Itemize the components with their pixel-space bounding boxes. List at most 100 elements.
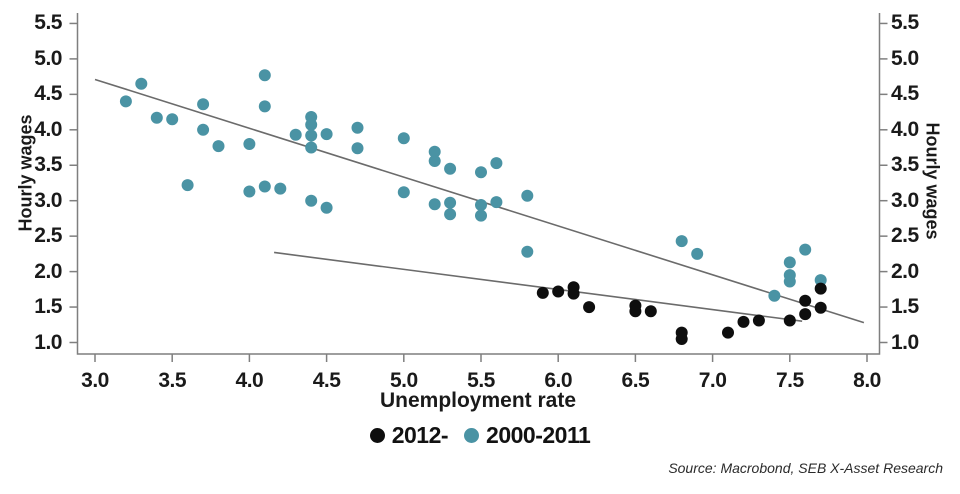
data-point-2012- <box>722 326 734 339</box>
legend-label: 2000-2011 <box>486 422 591 448</box>
y-tick-label-left: 4.5 <box>34 82 62 106</box>
y-tick-label-right: 5.0 <box>891 46 919 70</box>
data-point-2000-2011 <box>274 182 287 195</box>
legend-marker-icon <box>464 428 480 443</box>
data-point-2000-2011 <box>675 235 688 248</box>
data-point-2000-2011 <box>135 77 148 90</box>
y-tick-label-right: 1.0 <box>891 330 919 354</box>
y-tick-label-right: 4.5 <box>891 82 919 106</box>
x-tick-label: 7.5 <box>775 369 804 392</box>
data-point-2000-2011 <box>783 275 796 288</box>
trendline-2012- <box>274 251 803 323</box>
data-point-2000-2011 <box>428 198 441 211</box>
data-point-2000-2011 <box>181 179 194 192</box>
y-tick-label-left: 5.5 <box>34 11 62 35</box>
data-point-2000-2011 <box>258 69 271 82</box>
data-point-2012- <box>799 308 812 321</box>
data-point-2012- <box>799 294 812 307</box>
data-point-2000-2011 <box>521 189 534 202</box>
y-tick-label-right: 2.0 <box>891 259 919 283</box>
data-point-2000-2011 <box>521 245 534 258</box>
y-tick-label-right: 4.0 <box>891 117 919 141</box>
data-point-2012- <box>567 287 580 300</box>
data-point-2012- <box>536 286 549 299</box>
y-tick-label-left: 1.0 <box>34 330 62 354</box>
data-point-2000-2011 <box>305 129 318 142</box>
data-point-2000-2011 <box>475 199 487 211</box>
data-point-2000-2011 <box>305 118 318 131</box>
data-point-2000-2011 <box>197 98 210 111</box>
data-point-2000-2011 <box>490 157 503 170</box>
data-point-2012- <box>752 314 765 327</box>
data-point-2000-2011 <box>783 256 796 269</box>
data-point-2012- <box>644 305 657 318</box>
y-tick-label-right: 5.5 <box>891 11 919 35</box>
y-tick-label-right: 3.0 <box>891 188 919 212</box>
data-point-2000-2011 <box>289 128 302 141</box>
data-point-2000-2011 <box>475 166 487 179</box>
data-point-2000-2011 <box>197 123 210 136</box>
legend: 2012- 2000-2011 <box>0 422 960 449</box>
x-tick-label: 3.5 <box>158 369 187 392</box>
x-tick-label: 5.0 <box>389 369 418 392</box>
source-note: Source: Macrobond, SEB X-Asset Research <box>668 460 943 476</box>
legend-label: 2012- <box>391 422 449 448</box>
data-point-2000-2011 <box>428 155 441 167</box>
data-point-2012- <box>629 305 642 318</box>
y-tick-label-right: 1.5 <box>891 295 919 319</box>
data-point-2000-2011 <box>444 208 457 221</box>
x-tick-label: 7.0 <box>698 369 727 392</box>
x-tick-label: 6.5 <box>621 369 650 392</box>
data-point-2000-2011 <box>444 162 457 175</box>
data-point-2012- <box>675 333 688 345</box>
x-tick-label: 8.0 <box>853 369 881 392</box>
data-point-2012- <box>552 285 565 298</box>
data-point-2000-2011 <box>320 201 333 214</box>
y-tick-label-left: 2.5 <box>34 224 62 248</box>
y-tick-label-left: 1.5 <box>34 295 62 319</box>
legend-item-2000-2011: 2000-2011 <box>464 422 591 449</box>
legend-item-2012-: 2012- <box>369 422 449 449</box>
legend-marker-icon <box>369 428 385 443</box>
y-tick-label-left: 2.0 <box>34 259 62 283</box>
data-point-2000-2011 <box>305 141 318 154</box>
y-tick-label-left: 3.0 <box>34 188 62 212</box>
data-point-2012- <box>814 301 827 314</box>
data-point-2000-2011 <box>166 113 179 126</box>
data-point-2000-2011 <box>320 128 333 141</box>
data-point-2000-2011 <box>212 140 225 153</box>
data-point-2000-2011 <box>351 121 364 134</box>
data-point-2000-2011 <box>119 95 132 108</box>
data-point-2000-2011 <box>243 185 256 198</box>
axis-spines <box>76 13 881 355</box>
x-tick-label: 4.5 <box>312 369 341 392</box>
data-point-2000-2011 <box>490 196 503 209</box>
data-point-2000-2011 <box>691 247 704 260</box>
data-point-2000-2011 <box>150 111 163 124</box>
data-point-2000-2011 <box>258 180 271 193</box>
data-point-2000-2011 <box>397 186 410 199</box>
data-point-2000-2011 <box>258 100 271 113</box>
y-tick-label-left: 4.0 <box>34 117 62 141</box>
x-tick-label: 5.5 <box>467 369 495 392</box>
data-point-2000-2011 <box>814 274 827 287</box>
data-point-2000-2011 <box>351 142 364 155</box>
data-point-2000-2011 <box>475 209 487 222</box>
data-point-2012- <box>814 282 827 295</box>
x-tick-label: 3.0 <box>81 369 109 392</box>
data-point-2012- <box>783 314 796 327</box>
data-point-2000-2011 <box>243 138 256 150</box>
y-tick-label-right: 2.5 <box>891 224 919 248</box>
data-point-2000-2011 <box>428 145 441 158</box>
x-axis-label: Unemployment rate <box>379 389 577 412</box>
y-tick-label-left: 5.0 <box>34 46 62 70</box>
data-point-2012- <box>737 315 750 328</box>
x-tick-label: 6.0 <box>544 369 573 392</box>
data-point-2000-2011 <box>799 243 812 256</box>
x-tick-label: 4.0 <box>235 369 264 392</box>
y-tick-label-left: 3.5 <box>34 153 62 177</box>
data-point-2000-2011 <box>444 196 457 209</box>
data-point-2000-2011 <box>305 194 318 207</box>
